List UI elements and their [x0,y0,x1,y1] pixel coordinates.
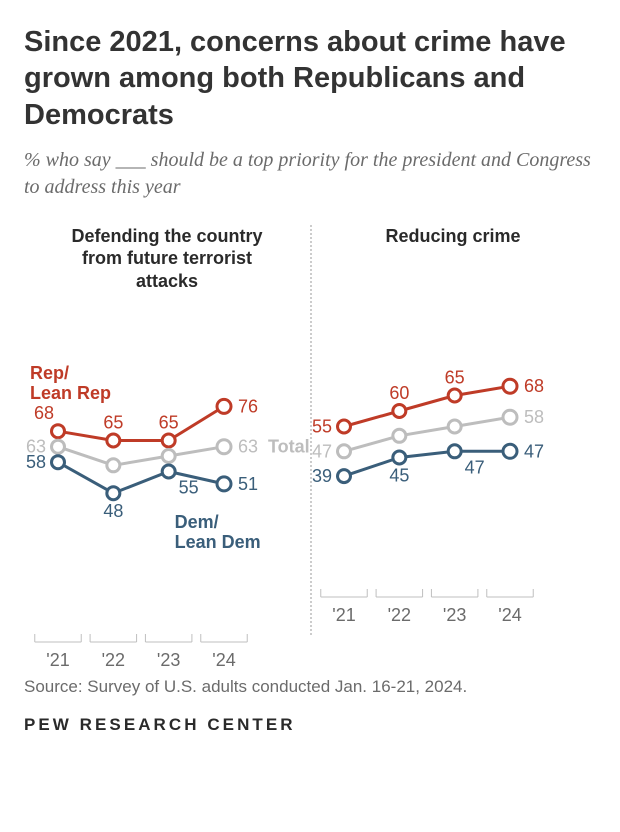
series-name-total: Total [268,437,310,457]
chart-svg-terrorism: '21'22'23'2468656576Rep/Lean Rep6363Tota… [24,302,310,682]
series-line-rep [58,407,224,441]
marker-total [107,459,120,472]
marker-rep [107,434,120,447]
series-name-dem: Dem/Lean Dem [175,512,261,552]
chart-title-terrorism: Defending the country from future terror… [57,225,277,293]
marker-dem [162,465,175,478]
value-label-rep: 60 [389,383,409,403]
chart-right: Reducing crime '21 '22 '23 '24 55 60 65 68 47 58 3… [310,225,596,665]
value-label-dem: 51 [238,474,258,494]
marker-total [217,440,231,454]
marker-total [162,450,175,463]
value-label-dem: 45 [389,466,409,486]
value-label-dem: 39 [312,466,332,486]
value-label-dem: 47 [465,458,485,478]
value-label-total: 63 [238,437,258,457]
value-label-rep: 65 [445,368,465,388]
series-name-rep: Rep/Lean Rep [30,363,111,403]
x-tick-label: '21 [46,650,69,670]
marker-dem [338,470,351,483]
value-label-rep: 76 [238,397,258,417]
marker-dem [503,445,517,459]
marker-rep [338,420,351,433]
page-title: Since 2021, concerns about crime have gr… [24,24,596,133]
marker-dem [217,477,231,491]
series-line-dem [344,452,510,477]
attribution: PEW RESEARCH CENTER [24,715,596,735]
value-label-rep: 68 [34,403,54,423]
marker-dem [393,451,406,464]
marker-total [503,410,517,424]
marker-rep [162,434,175,447]
marker-dem [448,445,461,458]
value-label-total: 47 [312,442,332,462]
marker-rep [217,400,231,414]
value-label-rep: 55 [312,417,332,437]
x-tick-label: '21 [332,605,355,625]
charts-container: Defending the country from future terror… [24,225,596,665]
chart-svg-crime: '21 '22 '23 '24 55 60 65 68 47 58 39 45 47 47 [310,257,596,637]
marker-rep [393,405,406,418]
marker-rep [52,425,65,438]
value-label-total: 58 [524,407,544,427]
chart-title-crime: Reducing crime [353,225,553,248]
series-line-total [58,447,224,466]
chart-left: Defending the country from future terror… [24,225,310,665]
value-label-rep: 68 [524,376,544,396]
series-line-dem [58,462,224,493]
series-line-total [344,417,510,451]
marker-total [338,445,351,458]
marker-dem [107,487,120,500]
value-label-dem: 47 [524,442,544,462]
marker-total [393,430,406,443]
marker-total [52,440,65,453]
x-tick-label: '23 [157,650,180,670]
value-label-rep: 65 [159,413,179,433]
value-label-rep: 65 [103,413,123,433]
x-tick-label: '23 [443,605,466,625]
marker-dem [52,456,65,469]
x-tick-label: '22 [388,605,411,625]
value-label-dem: 55 [179,478,199,498]
marker-rep [503,379,517,393]
marker-rep [448,389,461,402]
subtitle: % who say ___ should be a top priority f… [24,147,596,201]
x-tick-label: '22 [102,650,125,670]
value-label-dem: 48 [103,501,123,521]
x-tick-label: '24 [212,650,235,670]
marker-total [448,420,461,433]
value-label-dem: 58 [26,452,46,472]
x-tick-label: '24 [498,605,521,625]
